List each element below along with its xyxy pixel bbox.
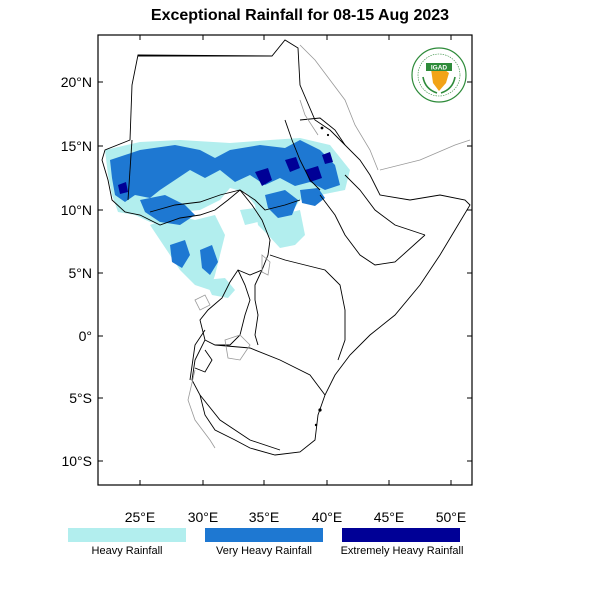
y-tick-label: 5°N	[69, 265, 93, 281]
y-tick-label: 20°N	[61, 74, 92, 90]
legend-label-extremely-heavy: Extremely Heavy Rainfall	[340, 545, 464, 557]
y-tick-label: 10°S	[61, 453, 92, 469]
x-tick-label: 40°E	[312, 509, 343, 525]
map-frame	[97, 34, 473, 486]
legend-label-very-heavy: Very Heavy Rainfall	[216, 545, 312, 557]
y-axis-labels: 20°N 15°N 10°N 5°N 0° 5°S 10°S	[61, 74, 92, 469]
y-tick-label: 5°S	[69, 390, 92, 406]
country-boundaries	[101, 39, 471, 456]
x-tick-label: 50°E	[436, 509, 467, 525]
very-heavy-rainfall-area	[110, 140, 340, 275]
x-axis-ticks	[139, 35, 452, 485]
y-tick-label: 0°	[79, 328, 92, 344]
igad-logo: IGAD	[411, 47, 467, 103]
x-axis-labels: 25°E 30°E 35°E 40°E 45°E 50°E	[125, 509, 467, 525]
rainfall-overlay	[105, 138, 350, 298]
igad-logo-text: IGAD	[431, 65, 448, 72]
legend-swatch-heavy	[68, 528, 186, 542]
y-tick-label: 10°N	[61, 202, 92, 218]
lakes-and-rivers	[187, 44, 471, 449]
x-tick-label: 35°E	[249, 509, 280, 525]
map-title: Exceptional Rainfall for 08-15 Aug 2023	[150, 7, 450, 24]
y-tick-label: 15°N	[61, 138, 92, 154]
red-sea-islands	[314, 126, 330, 427]
legend-swatch-very-heavy	[205, 528, 323, 542]
legend-swatch-extremely-heavy	[342, 528, 460, 542]
x-tick-label: 30°E	[188, 509, 219, 525]
x-tick-label: 45°E	[374, 509, 405, 525]
legend-label-heavy: Heavy Rainfall	[91, 545, 163, 557]
y-axis-ticks	[98, 81, 472, 462]
x-tick-label: 25°E	[125, 509, 156, 525]
